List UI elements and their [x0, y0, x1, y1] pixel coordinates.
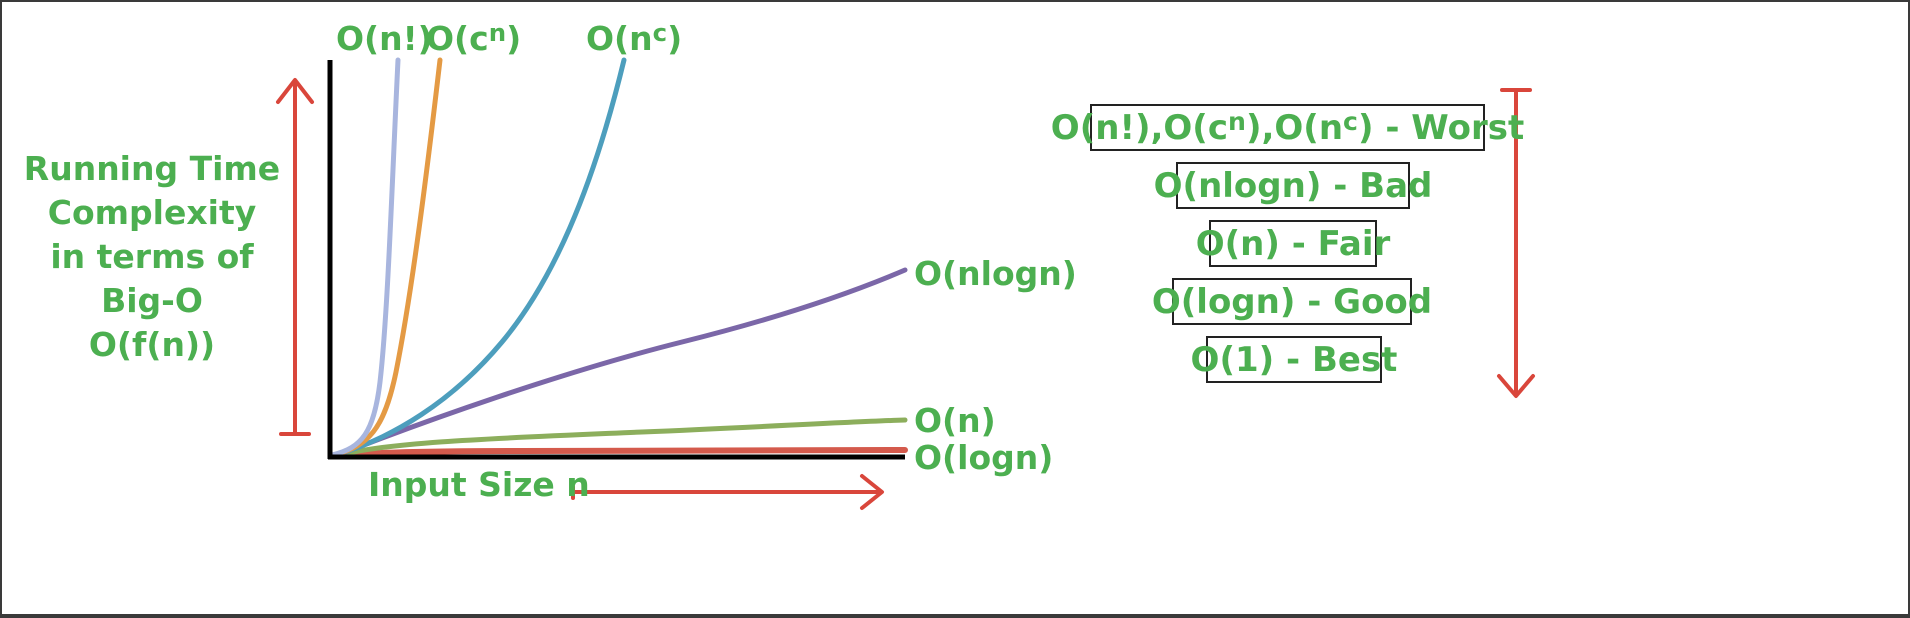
- axes: [327, 60, 905, 460]
- y-axis-title-line: Running Time: [24, 149, 280, 188]
- series-label-nlogn: O(nlogn): [914, 254, 1077, 293]
- curve-nlogn: [335, 267, 908, 458]
- ranking-text: O(logn) - Good: [1152, 282, 1432, 322]
- series-label-polynomial: O(nc): [586, 18, 682, 58]
- y-direction-arrow: [276, 78, 314, 436]
- ranking-box: [1172, 278, 1412, 325]
- y-axis-title: Running Time Complexity in terms of Big-O O(…: [24, 149, 280, 364]
- y-axis-title-line: Complexity: [48, 193, 256, 232]
- x-direction-arrow: [571, 474, 884, 510]
- y-axis-title-line: in terms of: [50, 237, 254, 276]
- curve-linear: [335, 417, 908, 459]
- y-axis-label: Running Time Complexity in terms of Big-O O(…: [24, 149, 280, 364]
- y-axis-title-line: Big-O: [101, 281, 203, 320]
- direction-arrows: [276, 78, 1535, 510]
- ranking-box: [1209, 220, 1377, 267]
- ranking-text: O(n!),O(cn),O(nc) - Worst: [1051, 107, 1524, 149]
- series-label-linear: O(n): [914, 401, 996, 440]
- ranking-worst: O(n!),O(cn),O(nc) - Worst: [1051, 104, 1524, 151]
- growth-curves: [329, 57, 908, 459]
- series-label-logn: O(logn): [914, 438, 1053, 477]
- ranking-fair: O(n) - Fair: [1196, 220, 1391, 267]
- series-label-factorial: O(n!): [336, 19, 433, 58]
- ranking-text: O(n) - Fair: [1196, 224, 1391, 264]
- x-axis-label-group: Input Size n: [368, 465, 590, 504]
- series-labels: O(n!)O(cn) O(nc) O(nlogn) O(n)O(logn): [336, 18, 1077, 477]
- curve-logn: [335, 447, 908, 459]
- y-axis-title-line: O(f(n)): [89, 325, 215, 364]
- ranking-box: [1206, 336, 1382, 383]
- ranking-text: O(nlogn) - Bad: [1154, 166, 1433, 206]
- ranking-best: O(1) - Best: [1191, 336, 1398, 383]
- ranking-direction-arrow: [1497, 88, 1535, 398]
- curve-factorial: [329, 57, 401, 458]
- ranking-box: [1090, 104, 1485, 151]
- complexity-ranking-list: O(n!),O(cn),O(nc) - Worst O(nlogn) - Bad O…: [1051, 104, 1524, 383]
- ranking-bad: O(nlogn) - Bad: [1154, 162, 1433, 209]
- ranking-text: O(1) - Best: [1191, 340, 1398, 380]
- curve-polynomial: [333, 57, 627, 458]
- series-label-exponential: O(cn): [426, 18, 521, 58]
- x-axis-title: Input Size n: [368, 465, 590, 504]
- ranking-box: [1176, 162, 1410, 209]
- curve-exponential: [331, 57, 443, 458]
- ranking-good: O(logn) - Good: [1152, 278, 1432, 325]
